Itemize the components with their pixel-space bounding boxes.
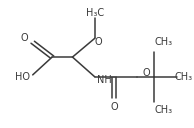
Text: O: O (142, 68, 150, 78)
Text: CH₃: CH₃ (155, 37, 173, 47)
Text: NH: NH (97, 75, 112, 85)
Text: CH₃: CH₃ (174, 72, 192, 82)
Text: O: O (95, 37, 102, 47)
Text: O: O (110, 102, 118, 111)
Text: H₃C: H₃C (86, 8, 104, 18)
Text: HO: HO (15, 72, 29, 82)
Text: CH₃: CH₃ (155, 104, 173, 115)
Text: O: O (20, 33, 28, 43)
